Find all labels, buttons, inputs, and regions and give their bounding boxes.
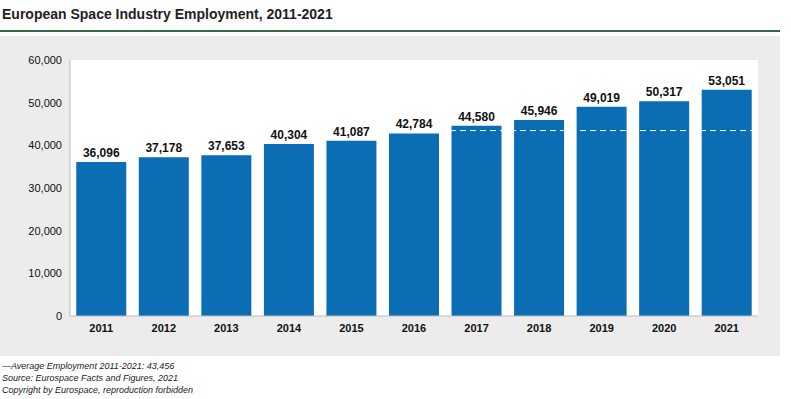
html-text:—Average Employment 2011-2021:: —Average Employment 2011-2021: 43,456 xyxy=(2,361,175,371)
svg-text:2012: 2012 xyxy=(152,322,176,334)
html-text:Source: Eurospace Facts and Fi: Source: Eurospace Facts and Figures, 202… xyxy=(2,373,179,383)
svg-text:20,000: 20,000 xyxy=(28,225,62,237)
svg-text:41,087: 41,087 xyxy=(333,125,370,139)
svg-text:2015: 2015 xyxy=(339,322,363,334)
svg-text:2011: 2011 xyxy=(89,322,113,334)
svg-text:30,000: 30,000 xyxy=(28,182,62,194)
svg-text:2014: 2014 xyxy=(277,322,302,334)
svg-text:2020: 2020 xyxy=(652,322,676,334)
svg-text:50,317: 50,317 xyxy=(646,85,683,99)
svg-text:42,784: 42,784 xyxy=(396,117,433,131)
svg-text:2019: 2019 xyxy=(589,322,613,334)
svg-text:0: 0 xyxy=(56,310,62,322)
svg-text:49,019: 49,019 xyxy=(583,91,620,105)
svg-text:10,000: 10,000 xyxy=(28,267,62,279)
svg-text:2021: 2021 xyxy=(714,322,738,334)
svg-text:2018: 2018 xyxy=(527,322,551,334)
svg-text:2017: 2017 xyxy=(464,322,488,334)
html-text:Copyright by Eurospace, reprod: Copyright by Eurospace, reproduction for… xyxy=(2,385,194,395)
svg-text:44,580: 44,580 xyxy=(458,110,495,124)
svg-text:40,304: 40,304 xyxy=(271,128,308,142)
svg-text:36,096: 36,096 xyxy=(83,146,120,160)
svg-text:37,178: 37,178 xyxy=(145,141,182,155)
svg-text:37,653: 37,653 xyxy=(208,139,245,153)
svg-text:40,000: 40,000 xyxy=(28,139,62,151)
svg-text:45,946: 45,946 xyxy=(521,104,558,118)
svg-text:60,000: 60,000 xyxy=(28,54,62,66)
svg-text:2013: 2013 xyxy=(214,322,238,334)
html-text:European Space Industry Employ: European Space Industry Employment, 2011… xyxy=(2,6,333,22)
svg-text:53,051: 53,051 xyxy=(708,74,745,88)
svg-text:50,000: 50,000 xyxy=(28,97,62,109)
svg-text:2016: 2016 xyxy=(402,322,426,334)
